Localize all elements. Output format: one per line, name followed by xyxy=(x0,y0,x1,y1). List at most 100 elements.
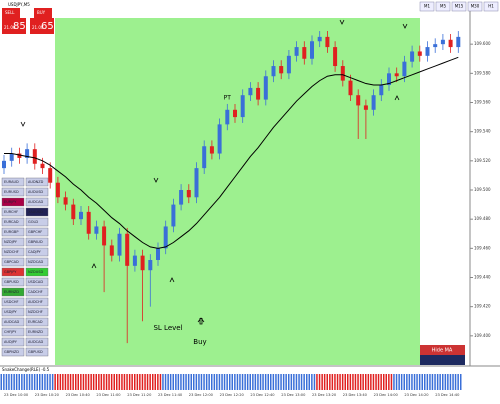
indicator-bar xyxy=(411,374,413,390)
sell-price-box[interactable] xyxy=(2,18,26,34)
symbol-button[interactable] xyxy=(25,237,49,247)
symbol-button[interactable] xyxy=(25,337,49,347)
symbol-label: NZDUSD xyxy=(28,270,43,274)
indicator-bar xyxy=(336,374,339,390)
buy-label: BUY xyxy=(37,10,46,15)
symbol-button[interactable] xyxy=(1,257,25,267)
symbol-label: AUDJPY xyxy=(4,340,18,344)
indicator-bar xyxy=(185,374,187,390)
candle-body xyxy=(163,226,168,249)
symbol-button[interactable] xyxy=(1,187,25,197)
symbol-button[interactable] xyxy=(1,217,25,227)
symbol-button[interactable] xyxy=(1,227,25,237)
symbol-button[interactable] xyxy=(1,297,25,307)
symbol-label: GBPJPY xyxy=(4,270,17,274)
indicator-bar xyxy=(339,374,341,390)
symbol-button[interactable] xyxy=(1,197,25,207)
symbol-button[interactable] xyxy=(1,247,25,257)
symbol-button[interactable] xyxy=(25,247,49,257)
sell-button[interactable] xyxy=(2,8,20,18)
timeframe-button[interactable] xyxy=(483,1,499,12)
symbol-label: USDCHF xyxy=(4,300,19,304)
symbol-button[interactable] xyxy=(1,287,25,297)
symbol-button[interactable] xyxy=(1,347,25,357)
symbol-button[interactable] xyxy=(1,307,25,317)
buy-price-box[interactable] xyxy=(30,18,54,34)
symbol-button[interactable] xyxy=(25,267,49,277)
symbol-button[interactable] xyxy=(25,327,49,337)
symbol-label: NZDCHF xyxy=(28,310,43,314)
symbol-button[interactable] xyxy=(25,287,49,297)
candle-body xyxy=(410,51,415,62)
indicator-bar xyxy=(41,374,44,390)
symbol-button[interactable] xyxy=(25,207,49,217)
indicator-bar xyxy=(254,374,257,390)
symbol-label: EURJPY xyxy=(4,200,17,204)
symbol-button[interactable] xyxy=(1,337,25,347)
symbol-button[interactable] xyxy=(1,237,25,247)
candle-body xyxy=(109,245,114,256)
y-tick-label: 109.520 xyxy=(474,158,491,163)
symbol-button[interactable] xyxy=(25,277,49,287)
symbol-button[interactable] xyxy=(25,217,49,227)
indicator-bar xyxy=(44,374,46,390)
symbol-label: CADCHF xyxy=(28,290,43,294)
indicator-bar xyxy=(449,374,452,390)
symbol-button[interactable] xyxy=(1,207,25,217)
symbol-button[interactable] xyxy=(25,197,49,207)
indicator-bar xyxy=(362,374,364,390)
symbol-button[interactable] xyxy=(25,257,49,267)
x-tick-label: 23 Dec 13:00 xyxy=(281,393,306,397)
symbol-button[interactable] xyxy=(25,317,49,327)
candle-body xyxy=(433,44,438,48)
timeframe-button[interactable] xyxy=(435,1,451,12)
buy-button[interactable] xyxy=(34,8,52,18)
symbol-label: EURNZD xyxy=(28,330,43,334)
indicator-bar xyxy=(218,374,221,390)
hide-ma-button[interactable] xyxy=(420,345,465,355)
indicator-bar xyxy=(100,374,103,390)
candle-body xyxy=(363,105,368,110)
timeframe-button[interactable] xyxy=(419,1,435,12)
x-tick-label: 23 Dec 11:00 xyxy=(96,393,121,397)
indicator-bar xyxy=(457,374,459,390)
candle-body xyxy=(317,36,322,42)
symbol-button[interactable] xyxy=(25,307,49,317)
candle-body xyxy=(63,197,68,205)
symbol-button[interactable] xyxy=(1,327,25,337)
candle-body xyxy=(209,146,214,154)
indicator-bar xyxy=(347,374,349,390)
indicator-bar xyxy=(103,374,105,390)
indicator-bar xyxy=(131,374,133,390)
candle-body xyxy=(86,211,91,234)
symbol-button[interactable] xyxy=(25,297,49,307)
indicator-bar xyxy=(288,374,290,390)
symbol-label: NZDCHF xyxy=(4,250,19,254)
candle-body xyxy=(271,66,276,77)
candle-body xyxy=(448,39,453,48)
symbol-button[interactable] xyxy=(1,177,25,187)
symbol-button[interactable] xyxy=(1,317,25,327)
indicator-bar xyxy=(400,374,403,390)
indicator-bar xyxy=(15,374,18,390)
indicator-bar xyxy=(169,374,172,390)
indicator-bar xyxy=(213,374,216,390)
indicator-bar xyxy=(33,374,36,390)
indicator-bar xyxy=(306,374,308,390)
indicator-bar xyxy=(18,374,20,390)
indicator-bar xyxy=(436,374,439,390)
indicator-bar xyxy=(128,374,131,390)
indicator-bar xyxy=(126,374,128,390)
symbol-label: EURNZD xyxy=(4,290,19,294)
symbol-button[interactable] xyxy=(25,177,49,187)
symbol-button[interactable] xyxy=(1,267,25,277)
indicator-bar xyxy=(98,374,100,390)
timeframe-button[interactable] xyxy=(451,1,467,12)
symbol-button[interactable] xyxy=(25,187,49,197)
timeframe-button[interactable] xyxy=(467,1,483,12)
symbol-button[interactable] xyxy=(1,277,25,287)
symbol-button[interactable] xyxy=(25,227,49,237)
indicator-bar xyxy=(300,374,303,390)
symbol-button[interactable] xyxy=(25,347,49,357)
indicator-bar xyxy=(157,374,159,390)
